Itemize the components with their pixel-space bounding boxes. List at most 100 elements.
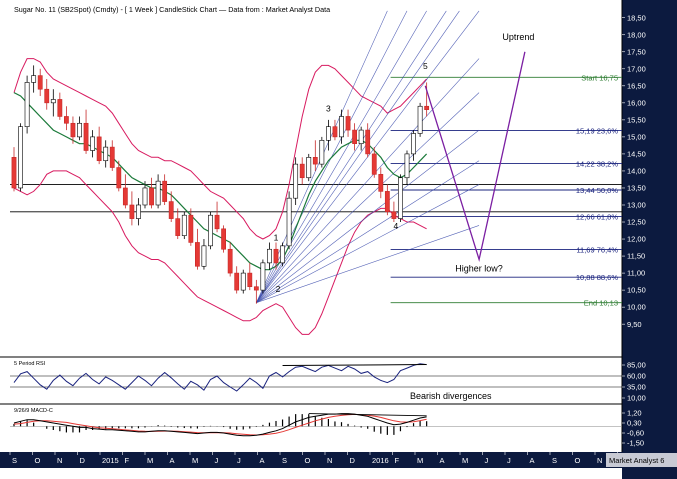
rsi-title: 5 Period RSI <box>14 361 46 367</box>
candle-body <box>267 248 272 264</box>
candle-body <box>122 187 128 206</box>
time-tick-label: M <box>147 456 153 465</box>
watermark-text: Market Analyst 6 <box>609 456 664 465</box>
time-tick-label: F <box>395 456 400 465</box>
price-tick-label: 13,00 <box>627 201 646 210</box>
time-tick-label: M <box>417 456 423 465</box>
macd-title: 9/26/9 MACD-C <box>14 408 53 414</box>
time-tick-label: M <box>192 456 198 465</box>
price-tick-label: 18,50 <box>627 13 646 22</box>
candle-body <box>142 187 148 206</box>
candle-body <box>234 272 240 291</box>
candle-body <box>214 214 220 230</box>
chart-annotation: 1 <box>274 233 279 243</box>
price-tick-label: 16,50 <box>627 81 646 90</box>
time-tick-label: J <box>215 456 219 465</box>
candle-body <box>384 191 390 213</box>
bollinger-upper <box>13 58 427 240</box>
chart-title: Sugar No. 11 (SB2Spot) (Cmdty) - [ 1 Wee… <box>14 5 330 14</box>
macd-tick-label: 0,30 <box>627 419 642 428</box>
fib-label: 15,19 23,6% <box>576 126 618 135</box>
macd-tick-label: 1,20 <box>627 409 642 418</box>
bearish-divergence-label: Bearish divergences <box>410 391 492 401</box>
time-tick-label: A <box>260 456 265 465</box>
price-tick-label: 10,00 <box>627 303 646 312</box>
chart-annotation: 5 <box>423 61 428 71</box>
candle-body <box>306 157 312 179</box>
time-tick-label: 2016 <box>372 456 389 465</box>
candle-body <box>273 248 279 264</box>
fib-label: 14,22 38,2% <box>576 159 618 168</box>
fib-label: 12,66 61,8% <box>576 213 618 222</box>
candle-body <box>240 272 246 291</box>
candle-body <box>391 211 397 219</box>
bollinger-lower <box>13 170 427 335</box>
candle-body <box>77 122 82 138</box>
price-tick-label: 11,50 <box>627 252 645 261</box>
candle-body <box>155 180 161 206</box>
candle-body <box>50 99 56 104</box>
candle-body <box>149 187 154 206</box>
projection-path <box>424 51 526 263</box>
candle-body <box>371 153 377 175</box>
candle-body <box>398 177 403 219</box>
candle-body <box>319 139 325 165</box>
fan-line <box>256 129 480 303</box>
time-tick-label: O <box>35 456 41 465</box>
candle-body <box>181 214 187 236</box>
candle-body <box>404 153 410 179</box>
candle-body <box>286 197 292 247</box>
price-tick-label: 15,00 <box>627 132 646 141</box>
rsi-tick-label: 10,00 <box>627 394 646 403</box>
chart-annotation: Uptrend <box>502 32 534 42</box>
price-tick-label: 17,00 <box>627 64 646 73</box>
time-tick-label: D <box>80 456 86 465</box>
price-tick-label: 10,50 <box>627 286 646 295</box>
candle-body <box>162 180 168 202</box>
fib-label: 13,44 50,0% <box>576 186 618 195</box>
candle-body <box>247 272 253 288</box>
candle-body <box>299 163 305 179</box>
candle-body <box>332 126 338 138</box>
candle-body <box>378 174 384 192</box>
fan-line <box>256 184 480 303</box>
time-tick-label: F <box>125 456 130 465</box>
candle-body <box>411 133 416 155</box>
candle-body <box>208 214 213 247</box>
candle-body <box>365 129 371 155</box>
candle-body <box>358 129 364 144</box>
time-tick-label: A <box>170 456 175 465</box>
candle-body <box>70 122 76 138</box>
candle-body <box>109 146 115 168</box>
fan-line <box>256 160 480 303</box>
price-tick-label: 18,00 <box>627 30 646 39</box>
candle-body <box>31 75 37 83</box>
time-tick-label: O <box>575 456 581 465</box>
candle-body <box>168 201 174 219</box>
candle-body <box>96 136 102 162</box>
chart-annotation: 4 <box>393 221 398 231</box>
candle-body <box>293 163 299 199</box>
price-tick-label: 12,00 <box>627 235 646 244</box>
time-tick-label: N <box>597 456 602 465</box>
price-tick-label: 17,50 <box>627 47 646 56</box>
candle-body <box>221 228 226 250</box>
candle-body <box>253 286 259 291</box>
price-tick-label: 13,50 <box>627 184 646 193</box>
candle-body <box>37 75 43 90</box>
candle-body <box>44 88 50 104</box>
candle-body <box>352 129 357 144</box>
time-tick-label: A <box>530 456 535 465</box>
fan-line <box>256 92 480 303</box>
rsi-line <box>13 363 427 392</box>
rsi-tick-label: 85,00 <box>627 361 646 370</box>
time-axis-panel <box>0 452 677 468</box>
price-tick-label: 15,50 <box>627 115 646 124</box>
time-tick-label: J <box>485 456 489 465</box>
time-tick-label: M <box>462 456 468 465</box>
price-tick-label: 11,00 <box>627 269 645 278</box>
fib-label: 11,69 76,4% <box>576 246 618 255</box>
candle-body <box>57 99 63 117</box>
candle-body <box>103 146 109 162</box>
